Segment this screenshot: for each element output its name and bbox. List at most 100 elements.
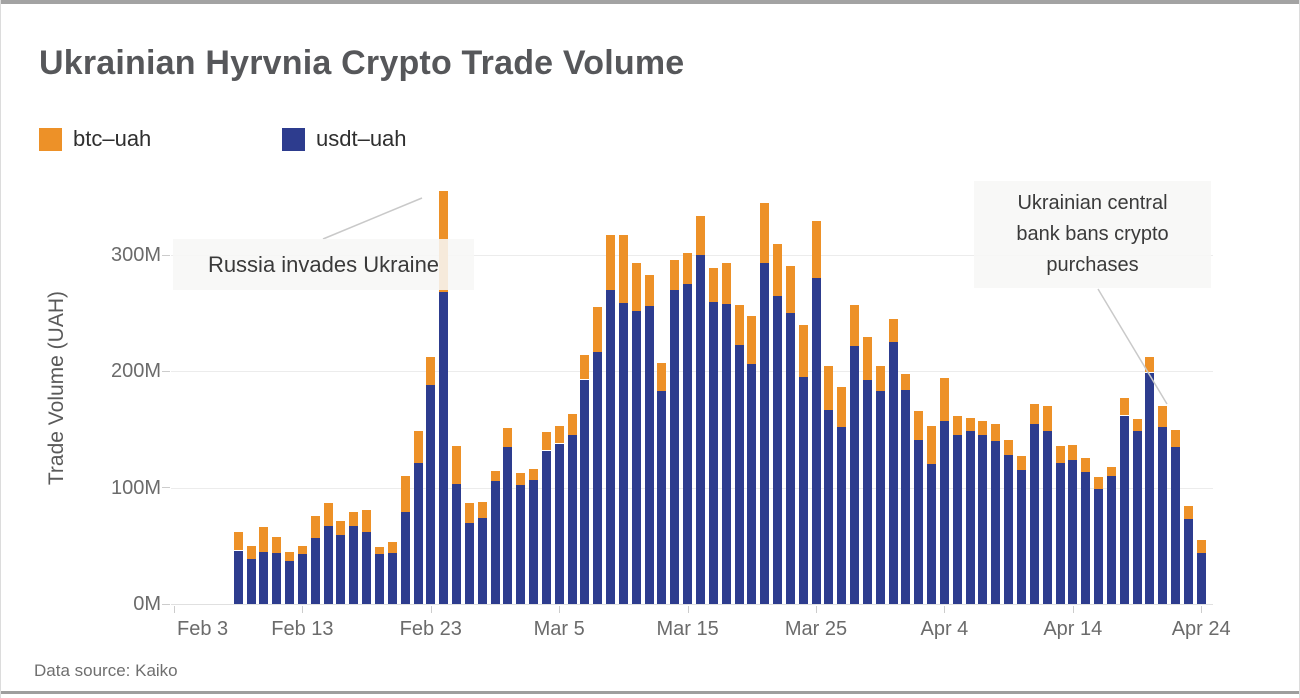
bar-btc-Apr-14[interactable] — [1068, 444, 1078, 460]
bar-usdt-Feb-19[interactable] — [374, 554, 384, 604]
bar-btc-Apr-4[interactable] — [939, 378, 949, 422]
bar-usdt-Mar-1[interactable] — [503, 447, 513, 604]
bar-btc-Mar-26[interactable] — [824, 365, 834, 410]
bar-btc-Feb-27[interactable] — [477, 501, 487, 518]
bar-usdt-Feb-12[interactable] — [285, 561, 295, 604]
bar-usdt-Mar-4[interactable] — [541, 450, 551, 604]
bar-btc-Mar-17[interactable] — [708, 267, 718, 302]
bar-usdt-Feb-14[interactable] — [310, 537, 320, 604]
bar-btc-Feb-19[interactable] — [374, 547, 384, 554]
bar-btc-Feb-23[interactable] — [426, 357, 436, 386]
bar-usdt-Feb-21[interactable] — [400, 512, 410, 604]
bar-btc-Feb-13[interactable] — [297, 545, 307, 554]
bar-btc-Feb-15[interactable] — [323, 502, 333, 527]
bar-usdt-Mar-7[interactable] — [580, 379, 590, 604]
bar-btc-Feb-11[interactable] — [272, 536, 282, 553]
bar-btc-Mar-16[interactable] — [695, 215, 705, 256]
bar-usdt-Mar-5[interactable] — [554, 443, 564, 604]
bar-btc-Feb-18[interactable] — [362, 509, 372, 532]
bar-usdt-Feb-20[interactable] — [387, 552, 397, 604]
bar-usdt-Mar-6[interactable] — [567, 435, 577, 604]
bar-btc-Mar-3[interactable] — [529, 469, 538, 480]
bar-usdt-Apr-6[interactable] — [965, 430, 975, 604]
bar-usdt-Feb-15[interactable] — [323, 526, 333, 604]
bar-usdt-Apr-19[interactable] — [1132, 430, 1142, 604]
bar-btc-Feb-17[interactable] — [349, 512, 359, 527]
legend-item-usdt-uah[interactable]: usdt–uah — [282, 126, 407, 152]
bar-btc-Mar-4[interactable] — [541, 431, 551, 451]
bar-btc-Apr-11[interactable] — [1029, 404, 1039, 424]
bar-btc-Feb-21[interactable] — [400, 476, 410, 513]
bar-btc-Mar-11[interactable] — [631, 263, 641, 311]
bar-btc-Apr-23[interactable] — [1183, 506, 1193, 520]
bar-btc-Mar-31[interactable] — [888, 319, 898, 343]
bar-usdt-Apr-17[interactable] — [1106, 476, 1116, 604]
bar-btc-Feb-14[interactable] — [310, 515, 320, 538]
bar-btc-Mar-29[interactable] — [862, 336, 872, 380]
bar-usdt-Apr-20[interactable] — [1145, 372, 1155, 604]
bar-btc-Mar-15[interactable] — [683, 252, 693, 285]
bar-btc-Feb-28[interactable] — [490, 471, 500, 481]
bar-usdt-Mar-8[interactable] — [593, 351, 603, 604]
bar-usdt-Mar-27[interactable] — [837, 427, 847, 604]
bar-usdt-Mar-18[interactable] — [721, 303, 731, 604]
bar-usdt-Mar-26[interactable] — [824, 409, 834, 604]
bar-usdt-Mar-19[interactable] — [734, 344, 744, 604]
bar-btc-Apr-10[interactable] — [1016, 456, 1026, 471]
bar-btc-Apr-24[interactable] — [1196, 540, 1206, 553]
bar-usdt-Apr-5[interactable] — [952, 435, 962, 604]
bar-btc-Feb-22[interactable] — [413, 430, 423, 464]
bar-usdt-Apr-18[interactable] — [1119, 415, 1129, 604]
bar-usdt-Mar-28[interactable] — [850, 345, 859, 604]
bar-btc-Mar-5[interactable] — [554, 426, 564, 444]
bar-btc-Feb-25[interactable] — [452, 445, 461, 485]
bar-btc-Mar-24[interactable] — [798, 324, 808, 378]
bar-usdt-Mar-23[interactable] — [785, 313, 795, 605]
bar-usdt-Feb-18[interactable] — [362, 531, 372, 604]
bar-btc-Feb-16[interactable] — [336, 521, 346, 536]
bar-btc-Apr-22[interactable] — [1171, 429, 1180, 447]
bar-usdt-Mar-24[interactable] — [798, 377, 808, 604]
bar-usdt-Apr-4[interactable] — [939, 421, 949, 604]
bar-btc-Mar-9[interactable] — [606, 235, 616, 290]
bar-btc-Apr-1[interactable] — [901, 373, 911, 390]
bar-usdt-Mar-29[interactable] — [862, 379, 872, 604]
bar-usdt-Mar-20[interactable] — [747, 364, 757, 604]
bar-btc-Apr-5[interactable] — [952, 415, 962, 436]
bar-usdt-Apr-10[interactable] — [1016, 470, 1026, 604]
bar-usdt-Apr-2[interactable] — [914, 440, 924, 604]
bar-usdt-Feb-25[interactable] — [452, 484, 461, 604]
bar-btc-Mar-25[interactable] — [811, 221, 821, 279]
bar-btc-Apr-21[interactable] — [1158, 406, 1168, 428]
bar-usdt-Feb-24[interactable] — [439, 292, 449, 604]
bar-btc-Mar-2[interactable] — [516, 472, 526, 486]
bar-btc-Apr-17[interactable] — [1106, 466, 1116, 477]
bar-usdt-Mar-30[interactable] — [875, 391, 885, 604]
bar-usdt-Mar-22[interactable] — [773, 295, 782, 604]
bar-btc-Mar-23[interactable] — [785, 265, 795, 314]
bar-usdt-Apr-14[interactable] — [1068, 459, 1078, 604]
bar-usdt-Feb-16[interactable] — [336, 535, 346, 604]
bar-usdt-Mar-12[interactable] — [644, 306, 654, 604]
bar-usdt-Mar-16[interactable] — [695, 255, 705, 604]
bar-btc-Mar-19[interactable] — [734, 305, 744, 345]
bar-usdt-Mar-11[interactable] — [631, 310, 641, 604]
bar-btc-Mar-30[interactable] — [875, 365, 885, 392]
bar-usdt-Mar-10[interactable] — [618, 302, 628, 604]
bar-btc-Apr-15[interactable] — [1081, 457, 1091, 472]
bar-usdt-Feb-22[interactable] — [413, 463, 423, 604]
bar-usdt-Apr-7[interactable] — [978, 435, 988, 604]
bar-usdt-Apr-21[interactable] — [1158, 427, 1168, 604]
bar-btc-Apr-12[interactable] — [1042, 406, 1052, 431]
bar-btc-Mar-10[interactable] — [618, 235, 628, 303]
bar-usdt-Apr-22[interactable] — [1171, 447, 1180, 604]
bar-usdt-Mar-17[interactable] — [708, 301, 718, 604]
bar-btc-Mar-13[interactable] — [657, 363, 667, 392]
bar-usdt-Feb-8[interactable] — [233, 550, 243, 604]
bar-btc-Mar-12[interactable] — [644, 274, 654, 307]
bar-btc-Mar-18[interactable] — [721, 263, 731, 304]
bar-btc-Feb-26[interactable] — [464, 502, 474, 523]
bar-usdt-Mar-25[interactable] — [811, 278, 821, 604]
bar-btc-Apr-9[interactable] — [1004, 440, 1014, 456]
bar-usdt-Apr-16[interactable] — [1094, 488, 1103, 604]
